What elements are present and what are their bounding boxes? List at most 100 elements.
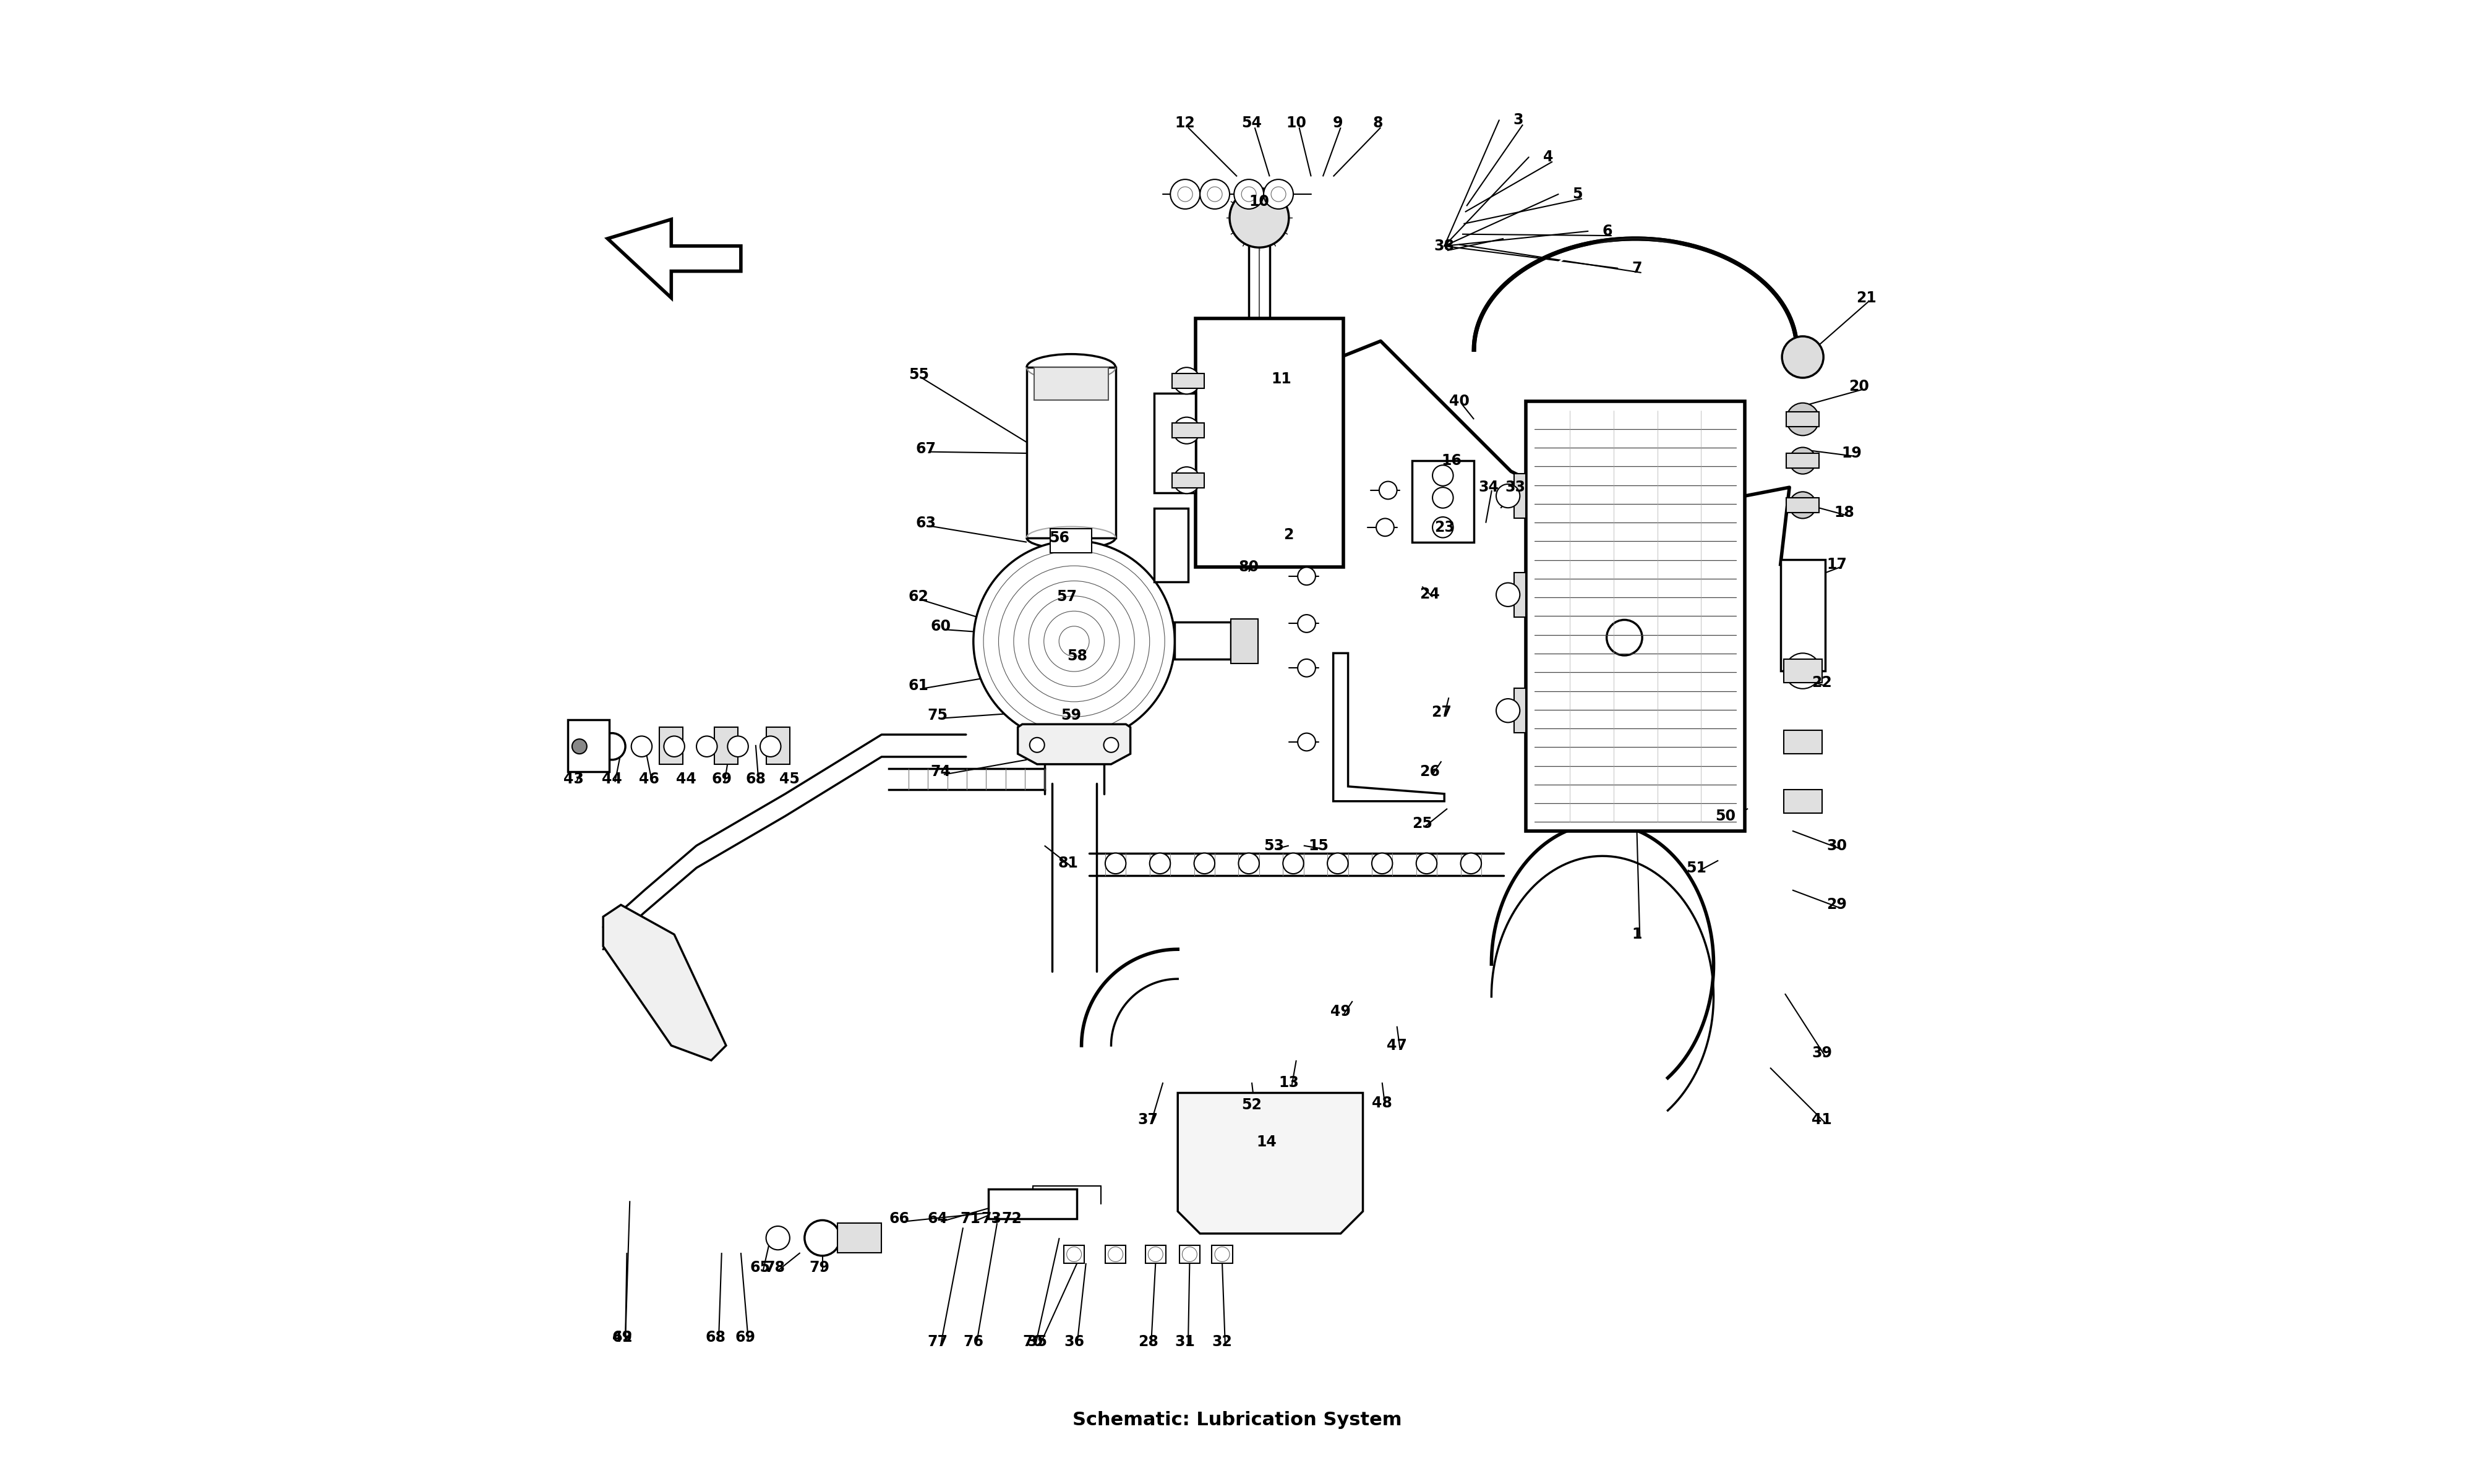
Text: 49: 49 xyxy=(1331,1005,1351,1020)
Text: 19: 19 xyxy=(1841,445,1863,460)
Text: 57: 57 xyxy=(1056,589,1076,604)
Circle shape xyxy=(1170,180,1200,209)
Circle shape xyxy=(698,736,717,757)
Text: 12: 12 xyxy=(1175,116,1195,131)
Text: 39: 39 xyxy=(1811,1046,1833,1061)
Text: 34: 34 xyxy=(1479,479,1499,494)
Circle shape xyxy=(1103,738,1118,752)
Polygon shape xyxy=(987,1189,1076,1218)
Circle shape xyxy=(1264,180,1294,209)
Circle shape xyxy=(804,1220,841,1255)
Text: 15: 15 xyxy=(1309,838,1329,853)
Text: 26: 26 xyxy=(1420,764,1440,779)
Text: 35: 35 xyxy=(1027,1334,1047,1349)
Bar xyxy=(1232,619,1257,663)
Text: 40: 40 xyxy=(1450,395,1470,410)
Bar xyxy=(715,727,737,764)
Text: 21: 21 xyxy=(1856,291,1878,306)
Text: 72: 72 xyxy=(1002,1211,1022,1226)
Text: 60: 60 xyxy=(930,619,950,634)
Circle shape xyxy=(727,736,747,757)
Bar xyxy=(1784,789,1821,813)
Bar xyxy=(836,1223,881,1252)
Text: 70: 70 xyxy=(1022,1334,1044,1349)
Circle shape xyxy=(1789,447,1816,473)
Text: 58: 58 xyxy=(1066,649,1086,663)
Text: 63: 63 xyxy=(915,515,935,530)
Bar xyxy=(1784,730,1821,754)
Bar xyxy=(767,727,789,764)
Text: 33: 33 xyxy=(1504,479,1526,494)
Polygon shape xyxy=(609,220,740,298)
Text: 42: 42 xyxy=(611,1330,633,1345)
Text: 27: 27 xyxy=(1430,705,1452,720)
Polygon shape xyxy=(1333,653,1445,801)
Circle shape xyxy=(1786,404,1818,435)
Text: 22: 22 xyxy=(1811,675,1833,690)
Bar xyxy=(1173,473,1205,488)
Bar xyxy=(1145,1245,1165,1263)
Circle shape xyxy=(1195,853,1215,874)
Circle shape xyxy=(1432,487,1452,508)
Bar xyxy=(1413,460,1475,542)
Text: 75: 75 xyxy=(928,708,948,723)
Text: 53: 53 xyxy=(1264,838,1284,853)
Circle shape xyxy=(1106,853,1126,874)
Text: 79: 79 xyxy=(809,1260,829,1275)
Circle shape xyxy=(1299,567,1316,585)
Text: 77: 77 xyxy=(928,1334,948,1349)
Text: 73: 73 xyxy=(982,1211,1002,1226)
Circle shape xyxy=(1415,853,1437,874)
Text: 17: 17 xyxy=(1826,556,1848,571)
Text: 68: 68 xyxy=(705,1330,725,1345)
Text: 43: 43 xyxy=(564,772,584,787)
Bar xyxy=(1051,528,1091,552)
Circle shape xyxy=(1200,180,1230,209)
Text: 54: 54 xyxy=(1242,116,1262,131)
Bar xyxy=(567,720,609,772)
Text: 76: 76 xyxy=(962,1334,985,1349)
Bar xyxy=(1027,368,1116,537)
Text: 6: 6 xyxy=(1603,224,1613,239)
Bar xyxy=(1781,559,1826,671)
Text: 29: 29 xyxy=(1826,898,1848,913)
Text: 2: 2 xyxy=(1284,527,1294,542)
Text: 46: 46 xyxy=(638,772,658,787)
Text: 10: 10 xyxy=(1286,116,1306,131)
Circle shape xyxy=(1299,733,1316,751)
Circle shape xyxy=(1781,337,1823,378)
Text: 69: 69 xyxy=(735,1330,755,1345)
Circle shape xyxy=(1432,516,1452,537)
Bar xyxy=(1064,1245,1084,1263)
Text: 65: 65 xyxy=(750,1260,769,1275)
Text: 71: 71 xyxy=(960,1211,980,1226)
Text: 9: 9 xyxy=(1333,116,1343,131)
Text: 69: 69 xyxy=(611,1330,633,1345)
Text: Schematic: Lubrication System: Schematic: Lubrication System xyxy=(1071,1411,1403,1429)
Bar xyxy=(1173,423,1205,438)
Text: 24: 24 xyxy=(1420,586,1440,601)
Circle shape xyxy=(1329,853,1348,874)
Text: 67: 67 xyxy=(915,441,935,456)
Circle shape xyxy=(1378,481,1398,499)
Circle shape xyxy=(1432,464,1452,485)
Circle shape xyxy=(1497,699,1519,723)
Text: 64: 64 xyxy=(928,1211,948,1226)
Text: 23: 23 xyxy=(1435,519,1455,534)
Bar xyxy=(1784,659,1821,683)
Text: 20: 20 xyxy=(1848,380,1870,395)
Text: 51: 51 xyxy=(1685,861,1707,876)
Bar xyxy=(1786,497,1818,512)
Polygon shape xyxy=(1153,508,1188,582)
Circle shape xyxy=(1497,583,1519,607)
Text: 5: 5 xyxy=(1573,187,1583,202)
Polygon shape xyxy=(1514,473,1526,518)
Circle shape xyxy=(631,736,653,757)
Circle shape xyxy=(1789,491,1816,518)
Circle shape xyxy=(663,736,685,757)
Bar xyxy=(1786,453,1818,467)
Text: 18: 18 xyxy=(1833,505,1856,519)
Text: 80: 80 xyxy=(1239,559,1259,574)
Text: 45: 45 xyxy=(779,772,799,787)
Text: 10: 10 xyxy=(1249,194,1269,209)
